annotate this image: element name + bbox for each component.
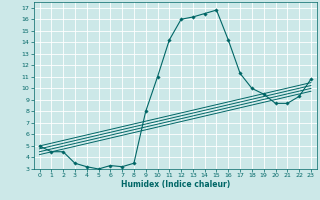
X-axis label: Humidex (Indice chaleur): Humidex (Indice chaleur) [121,180,230,189]
